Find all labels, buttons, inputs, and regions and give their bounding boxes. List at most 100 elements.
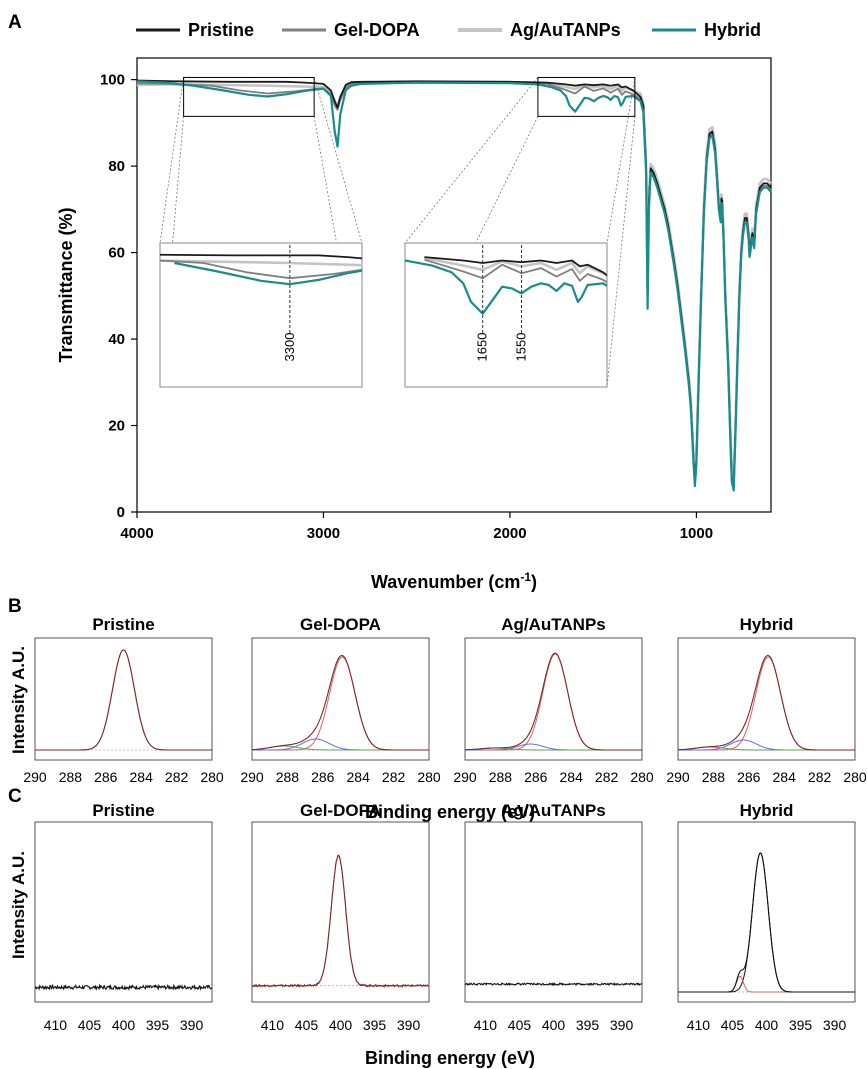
subplot-frame bbox=[251, 821, 430, 1003]
x-axis-label: Wavenumber (cm-1) bbox=[371, 570, 537, 592]
subplot-title: Hybrid bbox=[740, 615, 794, 634]
x-tick-label: 4000 bbox=[120, 525, 153, 542]
y-axis-label: Intensity A.U. bbox=[9, 851, 28, 959]
x-tick-label: 400 bbox=[542, 1017, 566, 1033]
subplot-frame bbox=[464, 821, 643, 1003]
series-line-hybrid bbox=[136, 80, 772, 492]
x-tick-label: 282 bbox=[382, 769, 406, 785]
x-tick-label: 1000 bbox=[680, 525, 713, 542]
x-tick-label: 286 bbox=[737, 769, 761, 785]
spectrum-line bbox=[251, 854, 430, 988]
fit-component-minor bbox=[678, 975, 855, 993]
legend-entry-pristine: Pristine bbox=[188, 20, 254, 40]
fit-component-shoulder bbox=[465, 743, 642, 751]
inset-series-group bbox=[405, 256, 607, 315]
spectrum-line bbox=[34, 983, 213, 991]
plot-frame bbox=[136, 57, 772, 513]
xps-c1s-panel: Intensity A.U. Binding energy (eV) Prist… bbox=[9, 615, 867, 822]
x-tick-label: 390 bbox=[180, 1017, 204, 1033]
subplot-hybrid: Hybrid 410 405 400 395 390 bbox=[677, 801, 856, 1033]
panel-label-a: A bbox=[8, 12, 22, 33]
subplot-pristine: Pristine 290 288 286 284 282 280 bbox=[23, 615, 224, 785]
x-tick-label: 405 bbox=[508, 1017, 532, 1033]
subplot-gel-dopa: Gel-DOPA 410 405 400 395 390 bbox=[251, 801, 430, 1033]
x-tick-label: 284 bbox=[560, 769, 584, 785]
x-axis-label-close: ) bbox=[531, 572, 537, 592]
peak-annotation: 1650 bbox=[475, 333, 490, 362]
x-tick-label: 390 bbox=[610, 1017, 634, 1033]
x-tick-label: 288 bbox=[59, 769, 83, 785]
subplot-pristine: Pristine 410 405 400 395 390 bbox=[34, 801, 213, 1033]
x-tick-label: 290 bbox=[666, 769, 690, 785]
subplot-title: Gel-DOPA bbox=[300, 801, 381, 820]
x-tick-label: 405 bbox=[78, 1017, 102, 1033]
spectrum-line bbox=[678, 852, 855, 993]
zoom-guide-line bbox=[159, 77, 185, 244]
x-tick-label: 284 bbox=[773, 769, 797, 785]
panel-label-b: B bbox=[8, 596, 22, 617]
x-tick-label: 290 bbox=[453, 769, 477, 785]
subplot-title: Gel-DOPA bbox=[300, 615, 381, 634]
x-tick-label: 405 bbox=[295, 1017, 319, 1033]
zoom-guide-line bbox=[159, 116, 185, 388]
spectrum-line bbox=[464, 982, 643, 987]
x-tick-label: 284 bbox=[130, 769, 154, 785]
inset-series-line-hybrid bbox=[174, 261, 362, 286]
inset-series-line-gel-dopa bbox=[160, 259, 362, 280]
spectrum-line bbox=[677, 654, 855, 751]
y-axis-label: Intensity A.U. bbox=[9, 646, 28, 754]
spectrum-line bbox=[251, 654, 429, 751]
fit-component-envelope bbox=[35, 649, 212, 751]
x-tick-label: 286 bbox=[524, 769, 548, 785]
zoom-region-box bbox=[537, 76, 636, 117]
legend-entry-ag-autanps: Ag/AuTANPs bbox=[510, 20, 621, 40]
fit-component-main bbox=[252, 656, 429, 751]
series-group bbox=[136, 79, 772, 492]
x-tick-label: 290 bbox=[240, 769, 264, 785]
spectrum-line bbox=[35, 649, 212, 751]
x-tick-label: 288 bbox=[702, 769, 726, 785]
fit-component-main bbox=[678, 656, 855, 751]
x-axis-label: Binding energy (eV) bbox=[365, 802, 535, 822]
y-tick-label: 60 bbox=[108, 245, 125, 262]
y-tick-label: 80 bbox=[108, 158, 125, 175]
legend: Pristine Gel-DOPA Ag/AuTANPs Hybrid bbox=[136, 20, 761, 40]
subplot-frame bbox=[34, 637, 213, 761]
fit-component-shoulder bbox=[252, 738, 429, 751]
subplot-title: Ag/AuTANPs bbox=[501, 615, 606, 634]
x-tick-label: 390 bbox=[397, 1017, 421, 1033]
subplot-frame bbox=[34, 821, 213, 1003]
panel-label-c: C bbox=[8, 786, 22, 807]
inset-series-group bbox=[160, 253, 362, 286]
x-axis-label-sup: -1 bbox=[520, 570, 531, 584]
ftir-panel: Pristine Gel-DOPA Ag/AuTANPs Hybrid 4000 300… bbox=[56, 20, 772, 592]
subplot-frame bbox=[464, 637, 643, 761]
insets: 3300 1650 1550 bbox=[159, 76, 636, 388]
x-tick-label: 280 bbox=[630, 769, 654, 785]
x-axis-label: Binding energy (eV) bbox=[365, 1048, 535, 1068]
subplot-ag-autanps: Ag/AuTANPs 290 288 286 284 282 280 bbox=[453, 615, 654, 785]
x-tick-label: 2000 bbox=[493, 525, 526, 542]
x-tick-label: 395 bbox=[146, 1017, 170, 1033]
zoom-region-box bbox=[183, 76, 315, 117]
x-tick-label: 410 bbox=[44, 1017, 68, 1033]
x-tick-label: 405 bbox=[721, 1017, 745, 1033]
x-tick-label: 395 bbox=[789, 1017, 813, 1033]
x-tick-label: 410 bbox=[474, 1017, 498, 1033]
x-tick-label: 395 bbox=[576, 1017, 600, 1033]
subplot-title: Hybrid bbox=[740, 801, 794, 820]
legend-entry-gel-dopa: Gel-DOPA bbox=[334, 20, 420, 40]
peak-annotation: 1550 bbox=[514, 333, 529, 362]
zoom-guide-line bbox=[606, 116, 636, 388]
x-tick-label: 282 bbox=[165, 769, 189, 785]
x-tick-label: 288 bbox=[489, 769, 513, 785]
x-tick-label: 286 bbox=[311, 769, 335, 785]
inset-series-line-gel-dopa bbox=[424, 258, 607, 284]
x-tick-label: 3000 bbox=[307, 525, 340, 542]
fit-component-main bbox=[252, 855, 429, 987]
subplot-frame bbox=[251, 637, 430, 761]
x-tick-label: 282 bbox=[595, 769, 619, 785]
x-tick-label: 286 bbox=[94, 769, 118, 785]
subplot-gel-dopa: Gel-DOPA 290 288 286 284 282 280 bbox=[240, 615, 441, 785]
